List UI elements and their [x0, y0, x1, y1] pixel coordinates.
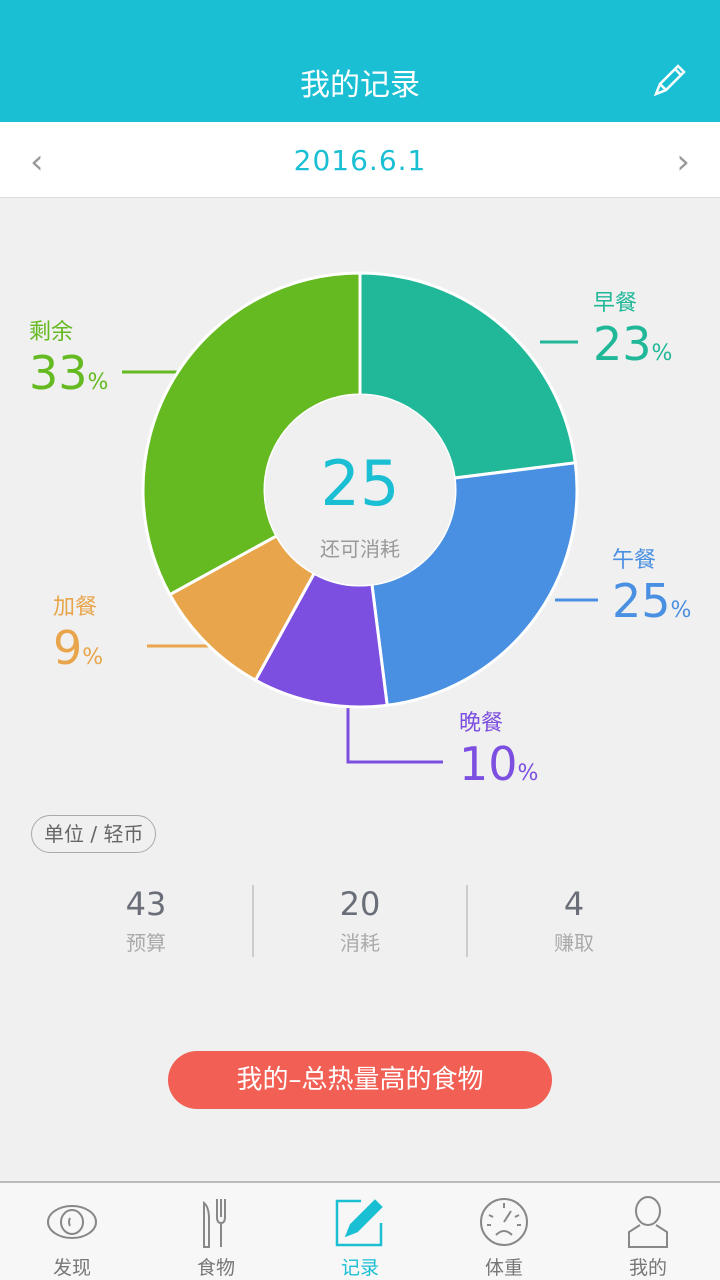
tab-label: 体重 [484, 1257, 523, 1279]
edit-icon [335, 1199, 383, 1247]
stat-budget: 43 预算 [40, 885, 252, 957]
tab-label: 记录 [340, 1257, 379, 1279]
header: 我的记录 [0, 0, 720, 122]
edit-icon[interactable] [648, 60, 690, 102]
current-date: 2016.6.1 [293, 144, 427, 177]
label-snack: 加餐 9% [53, 595, 104, 675]
stat-value: 20 [339, 885, 381, 923]
page-title: 我的记录 [300, 68, 420, 103]
donut-chart [122, 271, 598, 764]
tab-me[interactable]: 我的 [576, 1183, 720, 1280]
user-icon [628, 1196, 668, 1248]
tab-label: 我的 [628, 1257, 667, 1279]
tab-records[interactable]: 记录 [288, 1183, 432, 1280]
label-lunch: 午餐 25% [612, 548, 692, 628]
eye-icon [47, 1205, 97, 1239]
remaining-value: 25 [320, 447, 400, 520]
next-day-button[interactable]: › [676, 142, 690, 182]
tab-label: 食物 [196, 1257, 235, 1279]
tab-discover[interactable]: 发现 [0, 1183, 144, 1280]
label-remaining: 剩余 33% [29, 320, 109, 400]
remaining-label: 还可消耗 [320, 537, 400, 561]
stats-row: 43 预算 20 消耗 4 赚取 [40, 885, 680, 957]
unit-badge: 单位 / 轻币 [31, 815, 157, 853]
label-dinner: 晚餐 10% [459, 711, 539, 791]
date-navigator: ‹ 2016.6.1 › [0, 122, 720, 198]
prev-day-button[interactable]: ‹ [30, 142, 44, 182]
stat-consumed: 20 消耗 [252, 885, 466, 957]
tab-label: 发现 [52, 1257, 91, 1279]
scale-icon [480, 1198, 528, 1246]
high-calorie-foods-button[interactable]: 我的–总热量高的食物 [168, 1051, 552, 1109]
stat-value: 4 [563, 885, 585, 923]
leader-line-2 [346, 705, 443, 764]
stat-earned: 4 赚取 [466, 885, 680, 957]
donut-hole [265, 395, 455, 585]
stat-value: 43 [125, 885, 167, 923]
utensils-icon [203, 1199, 226, 1248]
tab-weight[interactable]: 体重 [432, 1183, 576, 1280]
stat-label: 赚取 [554, 931, 594, 955]
label-breakfast: 早餐 23% [593, 291, 673, 371]
stat-label: 消耗 [340, 931, 380, 955]
stat-label: 预算 [126, 931, 166, 955]
tab-bar: 发现 食物 记录 体重 我的 [0, 1181, 720, 1280]
tab-food[interactable]: 食物 [144, 1183, 288, 1280]
